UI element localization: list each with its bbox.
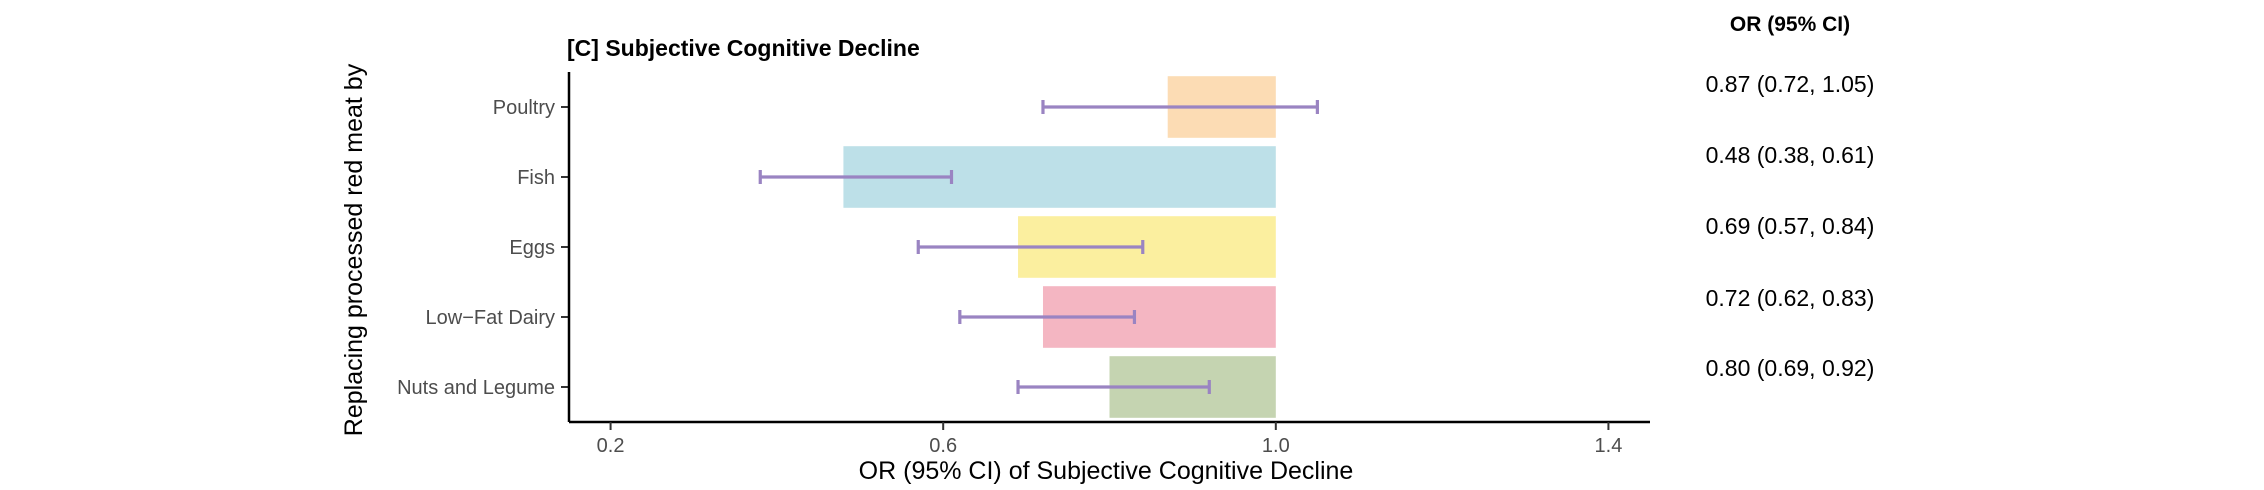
chart-title: [C] Subjective Cognitive Decline: [567, 35, 920, 61]
errorbars-group: [758, 100, 1319, 394]
x-tick-label: 1.0: [1262, 435, 1290, 457]
category-label: Low−Fat Dairy: [426, 307, 556, 329]
category-label: Fish: [517, 167, 555, 189]
or-table-row: 0.72 (0.62, 0.83): [1706, 285, 1875, 311]
x-tick-label: 0.6: [929, 435, 957, 457]
or-table-row: 0.69 (0.57, 0.84): [1706, 213, 1875, 239]
x-tick-label: 0.2: [597, 435, 625, 457]
category-labels: Poultry Fish Eggs Low−Fat Dairy Nuts and Leg…: [397, 97, 555, 399]
or-table-row: 0.87 (0.72, 1.05): [1706, 71, 1875, 97]
or-table-header: OR (95% CI): [1730, 13, 1850, 36]
x-axis-label: OR (95% CI) of Subjective Cognitive Decl…: [859, 457, 1354, 485]
axes-group: [561, 72, 1650, 430]
x-tick-label: 1.4: [1595, 435, 1623, 457]
category-label: Nuts and Legume: [397, 377, 555, 399]
y-axis-label: Replacing processed red meat by: [340, 63, 368, 436]
category-label: Eggs: [509, 237, 555, 259]
or-table-rows: 0.87 (0.72, 1.05) 0.48 (0.38, 0.61) 0.69 (…: [1706, 71, 1875, 381]
category-label: Poultry: [493, 97, 555, 119]
x-tick-labels: 0.2 0.6 1.0 1.4: [597, 435, 1623, 457]
or-table-row: 0.48 (0.38, 0.61): [1706, 142, 1875, 168]
or-table-row: 0.80 (0.69, 0.92): [1706, 355, 1875, 381]
